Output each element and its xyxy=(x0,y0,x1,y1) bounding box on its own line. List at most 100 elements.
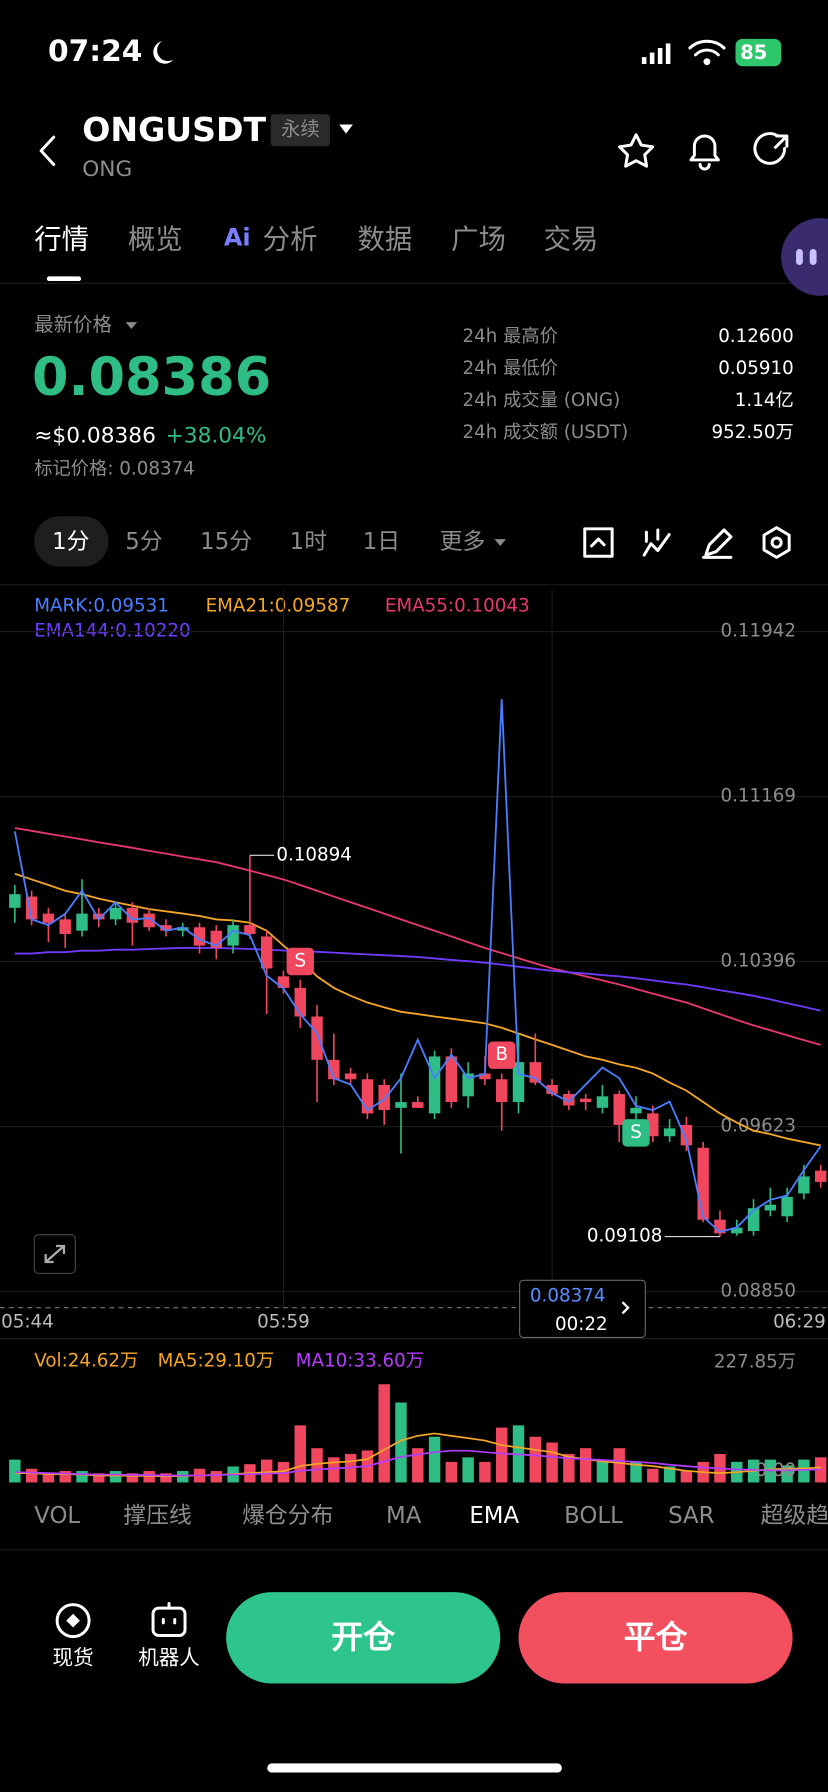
volume-bar xyxy=(630,1461,642,1483)
candle-body xyxy=(260,936,273,969)
candle-body xyxy=(42,913,55,923)
usd-price: ≈$0.08386 xyxy=(34,423,156,448)
open-label: 开仓 xyxy=(331,1618,396,1656)
high-annotation: 0.10894 xyxy=(276,844,352,865)
low-annotation: 0.09108 xyxy=(587,1226,663,1247)
expand-button[interactable] xyxy=(33,1234,76,1275)
expand-icon xyxy=(44,1244,66,1264)
indicator[interactable]: 撑压线 xyxy=(123,1503,191,1529)
chart-settings-button[interactable] xyxy=(583,527,614,558)
candle-body xyxy=(579,1098,592,1103)
indicator[interactable]: SAR xyxy=(668,1503,715,1529)
stat-label: 24h 最高价 xyxy=(463,326,558,347)
timeframe[interactable]: 5分 xyxy=(125,529,162,555)
tab[interactable]: 概览 xyxy=(128,225,183,256)
timeframe[interactable]: 1日 xyxy=(363,529,400,555)
price-tag-countdown: 00:22 xyxy=(555,1314,608,1335)
mark-line xyxy=(13,699,822,1233)
candle-body xyxy=(680,1124,693,1146)
indicator-button[interactable] xyxy=(642,528,671,557)
ai-badge: Ai xyxy=(224,224,251,252)
stat-value: 952.50万 xyxy=(712,422,794,443)
tab-indicator xyxy=(46,276,82,281)
candle-body xyxy=(647,1113,659,1137)
timeframe[interactable]: 更多 xyxy=(440,529,486,555)
timeframe[interactable]: 1分 xyxy=(52,529,89,555)
draw-button[interactable] xyxy=(702,528,733,559)
price-tag-arrow xyxy=(621,1301,630,1315)
assistant-bubble[interactable] xyxy=(781,218,828,296)
timeframe[interactable]: 15分 xyxy=(200,529,252,555)
price-label-dropdown xyxy=(125,322,138,329)
volume-bar xyxy=(496,1427,508,1483)
legend-entry: MARK:0.09531 xyxy=(34,595,169,616)
symbol[interactable]: ONGUSDT xyxy=(82,110,266,149)
volume-bar xyxy=(210,1471,223,1483)
indicator[interactable]: 超级趋 xyxy=(761,1503,828,1529)
timeframes: 1分 5分 15分 1时 1日 更多 xyxy=(52,529,485,555)
volume-bar xyxy=(546,1442,558,1483)
candle-body xyxy=(294,987,306,1017)
candle-body xyxy=(462,1073,474,1097)
y-tick-label: 0.10396 xyxy=(720,951,796,972)
stat-label: 24h 最低价 xyxy=(463,358,558,379)
volume-bar xyxy=(25,1468,38,1483)
tab[interactable]: 数据 xyxy=(357,225,412,256)
base-asset: ONG xyxy=(82,157,132,182)
volume-bar xyxy=(378,1384,390,1483)
settings-button[interactable] xyxy=(762,526,791,559)
timeframe[interactable]: 1时 xyxy=(290,529,327,555)
indicator[interactable]: EMA xyxy=(469,1503,519,1529)
indicator[interactable]: VOL xyxy=(34,1503,80,1529)
share-button[interactable] xyxy=(753,132,789,165)
signal-label: S xyxy=(630,1122,642,1143)
tab[interactable]: 分析 xyxy=(263,225,318,256)
indicator[interactable]: MA xyxy=(386,1503,422,1529)
candle-body xyxy=(764,1204,777,1211)
candle-body xyxy=(277,976,290,988)
volume-ma-line xyxy=(14,1449,821,1477)
volume-bar xyxy=(529,1436,541,1483)
signal-label: S xyxy=(294,950,306,971)
volume-bar xyxy=(781,1465,793,1483)
robot-button[interactable]: 机器人 xyxy=(138,1645,200,1669)
candle-body xyxy=(412,1102,424,1108)
legend-entry: EMA55:0.10043 xyxy=(385,595,530,616)
close-button[interactable] xyxy=(518,1592,793,1684)
candle-body xyxy=(663,1128,676,1137)
candle-body xyxy=(613,1093,625,1125)
volume-tick-label: 227.85万 xyxy=(714,1352,796,1373)
volume-bar xyxy=(412,1448,424,1483)
open-button[interactable] xyxy=(226,1592,501,1684)
tab[interactable]: 广场 xyxy=(451,225,506,256)
battery xyxy=(735,38,782,67)
back-button[interactable] xyxy=(39,135,56,166)
symbol-dropdown[interactable] xyxy=(339,124,353,134)
indicator[interactable]: BOLL xyxy=(564,1503,623,1529)
candle-body xyxy=(781,1196,793,1217)
candle-body xyxy=(93,913,105,920)
battery-level: 85 xyxy=(740,41,767,64)
tab[interactable]: 交易 xyxy=(544,225,599,256)
candle-body xyxy=(25,896,38,920)
more-dropdown xyxy=(494,539,506,546)
spot-icon-core xyxy=(66,1613,80,1628)
volume-bar xyxy=(76,1471,88,1483)
volume-bar xyxy=(663,1466,676,1483)
candle-body xyxy=(109,907,122,920)
indicator[interactable]: 爆仓分布 xyxy=(242,1503,333,1529)
price-label[interactable]: 最新价格 xyxy=(34,313,112,336)
candle-body xyxy=(496,1079,508,1103)
candle-body xyxy=(361,1079,374,1114)
clock: 07:24 xyxy=(48,34,142,69)
candle-body xyxy=(814,1170,827,1182)
favorite-button[interactable] xyxy=(618,133,655,168)
tab[interactable]: 行情 xyxy=(34,225,89,256)
candle-body xyxy=(210,930,223,948)
alert-button[interactable] xyxy=(689,134,720,171)
volume-bar xyxy=(93,1473,105,1483)
close-label: 平仓 xyxy=(624,1618,689,1656)
spot-button[interactable]: 现货 xyxy=(53,1645,94,1669)
tab-bar: 行情 概览 Ai 分析 数据 广场 交易 xyxy=(34,224,598,256)
